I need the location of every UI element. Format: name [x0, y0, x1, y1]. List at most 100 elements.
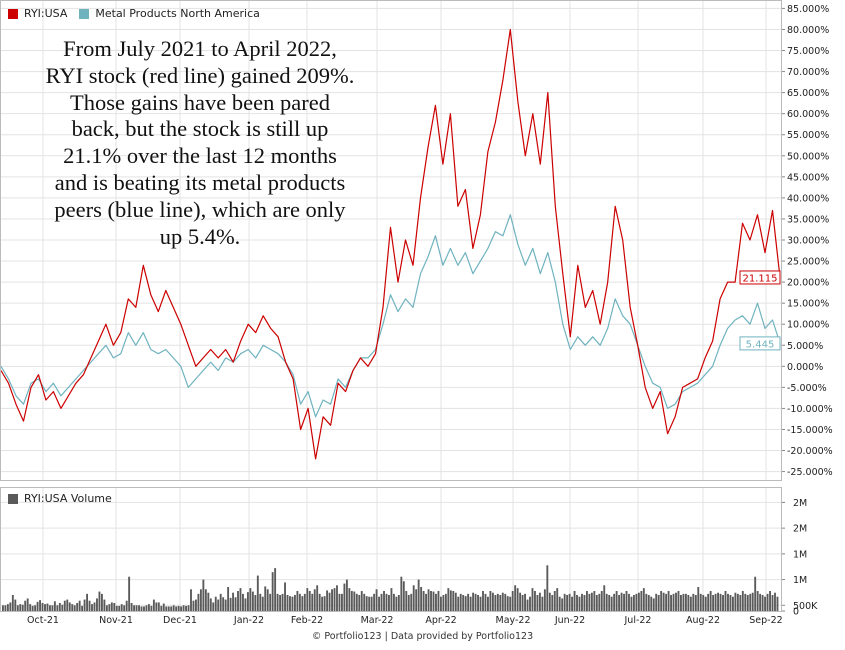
volume-bar: [234, 597, 237, 611]
volume-bar: [162, 603, 165, 611]
volume-bar: [754, 576, 757, 611]
volume-bar: [521, 595, 524, 611]
chart-annotation: From July 2021 to April 2022, RYI stock …: [45, 36, 355, 249]
volume-bar: [355, 593, 358, 611]
volume-bar: [34, 605, 37, 611]
volume-bar: [501, 592, 504, 611]
volume-bar: [296, 591, 299, 611]
x-tick-label: Oct-21: [27, 615, 59, 626]
volume-bar: [645, 593, 648, 611]
volume-bar: [118, 605, 121, 611]
volume-bar: [63, 600, 66, 611]
volume-bar: [689, 596, 692, 611]
volume-bar: [593, 591, 596, 611]
volume-bar: [130, 603, 133, 611]
volume-bar: [447, 588, 450, 611]
x-tick-label: Dec-21: [163, 615, 197, 626]
volume-bar: [415, 589, 418, 611]
volume-bar: [724, 591, 727, 611]
volume-bar: [576, 595, 578, 611]
volume-bar: [68, 602, 71, 611]
volume-bar: [494, 595, 497, 611]
volume-bar: [660, 591, 663, 611]
volume-bar: [462, 595, 465, 611]
volume-bar: [722, 595, 724, 611]
volume-bar: [534, 591, 536, 611]
volume-bar: [368, 596, 371, 611]
volume-bar: [764, 596, 767, 611]
price-y-tick-label: 70.000%: [787, 67, 829, 78]
volume-bar: [274, 568, 277, 611]
volume-bar: [328, 592, 331, 611]
volume-bar: [477, 595, 479, 611]
volume-bar: [373, 593, 376, 611]
volume-bar: [61, 604, 64, 611]
volume-bar: [108, 604, 111, 611]
volume-bar: [749, 593, 752, 611]
volume-bar: [744, 593, 747, 611]
x-tick-label: May-22: [496, 615, 531, 626]
volume-bar: [546, 565, 549, 611]
volume-bar: [98, 591, 101, 611]
volume-bar: [509, 596, 512, 611]
volume-bar: [148, 604, 150, 611]
volume-bar: [642, 588, 645, 611]
volume-bar: [293, 595, 296, 611]
volume-bar: [237, 591, 239, 611]
volume-bar: [301, 596, 304, 611]
volume-legend-label: RYI:USA Volume: [24, 492, 112, 505]
volume-bar: [595, 595, 598, 611]
volume-bar: [699, 593, 702, 611]
price-y-tick-label: -10.000%: [787, 404, 833, 415]
volume-bar: [472, 592, 475, 611]
volume-bar: [739, 595, 742, 611]
volume-bar: [100, 593, 103, 611]
volume-bar: [630, 596, 633, 611]
volume-legend: RYI:USA Volume: [8, 492, 112, 505]
volume-bar: [526, 599, 529, 611]
x-tick-labels: Oct-21 Nov-21 Dec-21 Jan-22 Feb-22 Mar-22 Apr-…: [27, 615, 783, 626]
volume-bar: [704, 596, 707, 611]
volume-bar: [24, 600, 27, 611]
end-labels: 21.115 5.445: [739, 270, 781, 351]
price-y-tick-label: 30.000%: [787, 236, 829, 247]
volume-bar: [524, 593, 526, 611]
volume-bar: [123, 605, 126, 611]
volume-bar: [667, 591, 670, 611]
volume-bar: [662, 592, 665, 611]
volume-bar: [769, 591, 771, 611]
volume-bar: [71, 604, 74, 611]
volume-bar: [561, 598, 564, 611]
price-y-tick-label: 65.000%: [787, 88, 829, 99]
volume-bar: [675, 592, 677, 611]
volume-bar: [251, 591, 254, 611]
volume-bar: [452, 591, 455, 611]
volume-bar: [538, 592, 541, 611]
ryi-end-label-box: [739, 270, 781, 285]
volume-bar: [457, 596, 460, 611]
volume-y-tick-label: 2M: [793, 498, 807, 509]
volume-bar: [313, 589, 316, 611]
volume-bar: [214, 596, 217, 611]
price-y-tick-label: -25.000%: [787, 467, 833, 478]
volume-bar: [172, 605, 175, 611]
volume-bar: [623, 593, 625, 611]
volume-bar: [585, 591, 588, 611]
volume-bar: [9, 602, 12, 611]
volume-bar: [774, 592, 776, 611]
panel-frames: [0, 0, 782, 612]
volume-bar: [702, 595, 705, 611]
price-y-tick-label: 75.000%: [787, 46, 829, 57]
volume-bar: [598, 593, 601, 611]
volume-bar: [536, 595, 539, 611]
volume-bar: [756, 591, 759, 611]
volume-bar: [256, 575, 259, 611]
price-y-tick-label: 55.000%: [787, 130, 829, 141]
volume-bar: [610, 596, 613, 611]
volume-bar: [682, 593, 685, 611]
volume-bar: [318, 593, 321, 611]
volume-bar: [766, 593, 769, 611]
volume-bar: [383, 591, 385, 611]
volume-bar: [402, 581, 405, 611]
volume-bar: [751, 592, 754, 611]
